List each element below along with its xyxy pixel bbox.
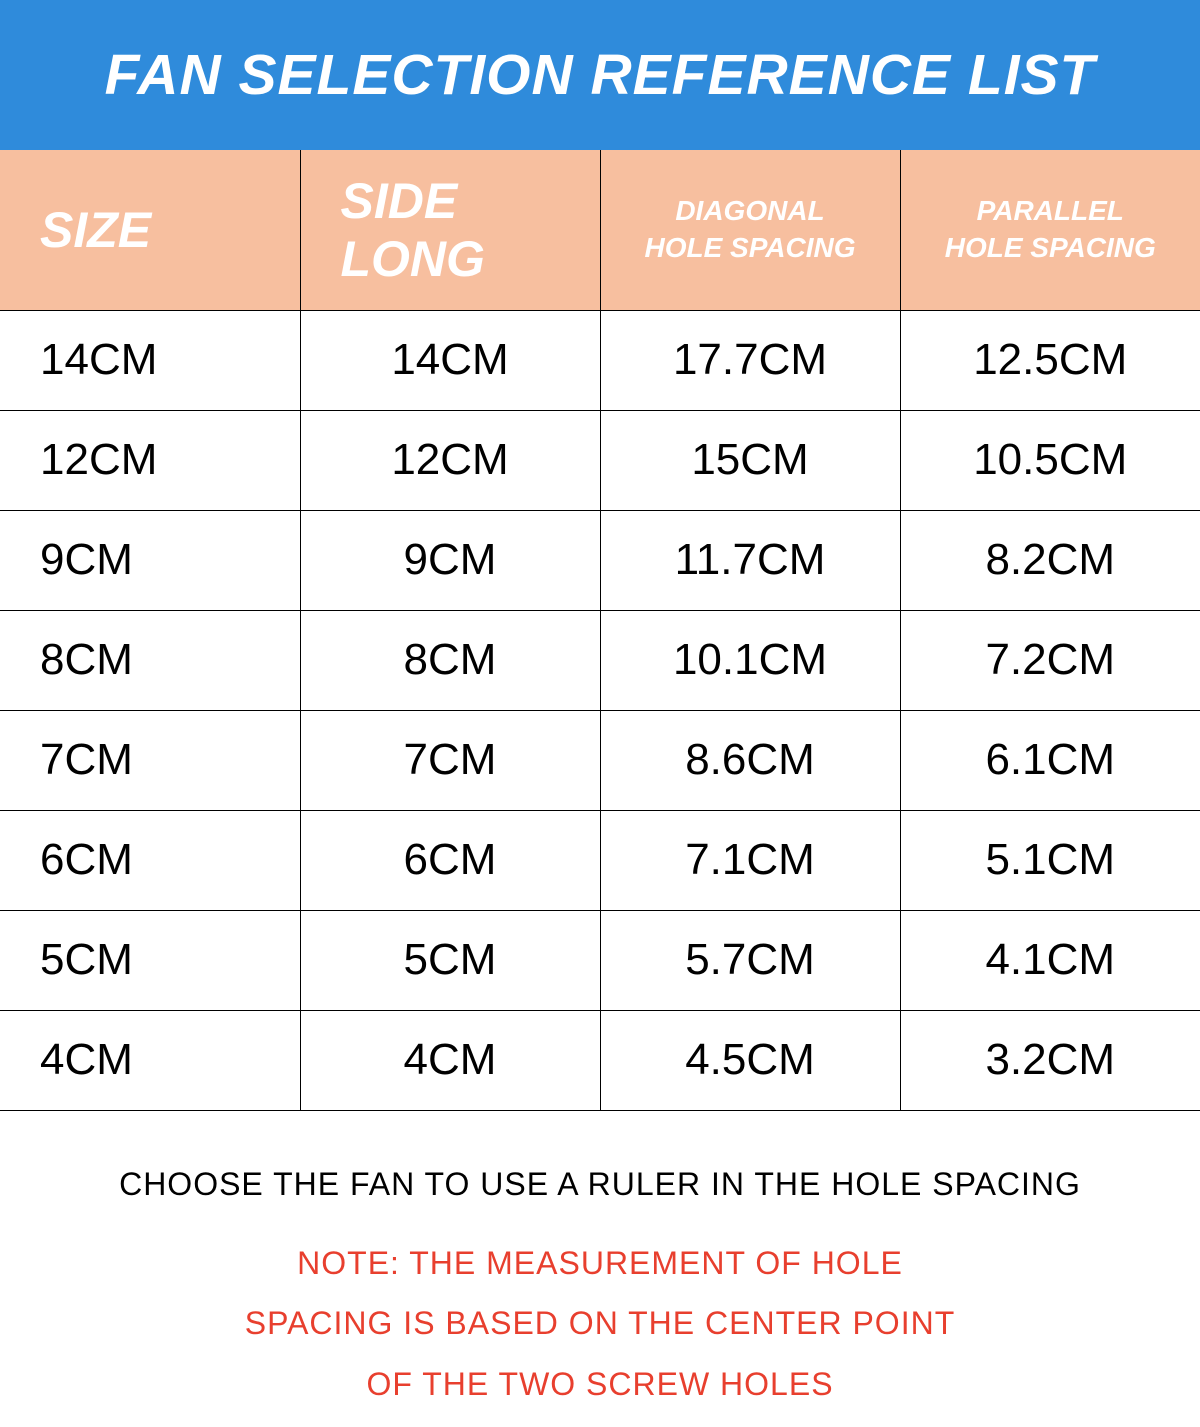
- table-cell: 6.1CM: [900, 710, 1200, 810]
- table-cell: 4CM: [0, 1010, 300, 1110]
- table-cell: 7CM: [300, 710, 600, 810]
- reference-table: SIZESIDE LONGDIAGONALHOLE SPACINGPARALLE…: [0, 150, 1200, 1111]
- title-bar: FAN SELECTION REFERENCE LIST: [0, 0, 1200, 150]
- table-cell: 14CM: [0, 310, 300, 410]
- table-body: 14CM14CM17.7CM12.5CM12CM12CM15CM10.5CM9C…: [0, 310, 1200, 1110]
- table-cell: 5CM: [300, 910, 600, 1010]
- table-cell: 8.2CM: [900, 510, 1200, 610]
- column-header: SIZE: [0, 150, 300, 310]
- footer-note: NOTE: THE MEASUREMENT OF HOLE SPACING IS…: [0, 1233, 1200, 1415]
- table-cell: 14CM: [300, 310, 600, 410]
- table-cell: 10.5CM: [900, 410, 1200, 510]
- table-cell: 4.5CM: [600, 1010, 900, 1110]
- table-cell: 12CM: [300, 410, 600, 510]
- table-cell: 7.2CM: [900, 610, 1200, 710]
- table-cell: 12.5CM: [900, 310, 1200, 410]
- table-header: SIZESIDE LONGDIAGONALHOLE SPACINGPARALLE…: [0, 150, 1200, 310]
- table-row: 9CM9CM11.7CM8.2CM: [0, 510, 1200, 610]
- table-cell: 15CM: [600, 410, 900, 510]
- table-cell: 9CM: [300, 510, 600, 610]
- table-cell: 5CM: [0, 910, 300, 1010]
- table-cell: 6CM: [0, 810, 300, 910]
- footer-note-line: NOTE: THE MEASUREMENT OF HOLE: [0, 1233, 1200, 1294]
- table-cell: 10.1CM: [600, 610, 900, 710]
- table-cell: 8CM: [0, 610, 300, 710]
- table-row: 6CM6CM7.1CM5.1CM: [0, 810, 1200, 910]
- page: FAN SELECTION REFERENCE LIST SIZESIDE LO…: [0, 0, 1200, 1427]
- footer: CHOOSE THE FAN TO USE A RULER IN THE HOL…: [0, 1111, 1200, 1415]
- table-cell: 8.6CM: [600, 710, 900, 810]
- table-row: 5CM5CM5.7CM4.1CM: [0, 910, 1200, 1010]
- footer-note-line: OF THE TWO SCREW HOLES: [0, 1354, 1200, 1415]
- table-cell: 8CM: [300, 610, 600, 710]
- table-cell: 3.2CM: [900, 1010, 1200, 1110]
- footer-instruction: CHOOSE THE FAN TO USE A RULER IN THE HOL…: [0, 1166, 1200, 1203]
- table-cell: 11.7CM: [600, 510, 900, 610]
- table-row: 8CM8CM10.1CM7.2CM: [0, 610, 1200, 710]
- table-cell: 5.7CM: [600, 910, 900, 1010]
- table-row: 14CM14CM17.7CM12.5CM: [0, 310, 1200, 410]
- table-row: 12CM12CM15CM10.5CM: [0, 410, 1200, 510]
- table-cell: 4CM: [300, 1010, 600, 1110]
- column-header: SIDE LONG: [300, 150, 600, 310]
- table-row: 4CM4CM4.5CM3.2CM: [0, 1010, 1200, 1110]
- column-header: PARALLELHOLE SPACING: [900, 150, 1200, 310]
- table-cell: 7CM: [0, 710, 300, 810]
- table-cell: 9CM: [0, 510, 300, 610]
- column-header: DIAGONALHOLE SPACING: [600, 150, 900, 310]
- table-cell: 5.1CM: [900, 810, 1200, 910]
- page-title: FAN SELECTION REFERENCE LIST: [105, 42, 1096, 108]
- table-cell: 17.7CM: [600, 310, 900, 410]
- table-row: 7CM7CM8.6CM6.1CM: [0, 710, 1200, 810]
- footer-note-line: SPACING IS BASED ON THE CENTER POINT: [0, 1293, 1200, 1354]
- table-cell: 12CM: [0, 410, 300, 510]
- table-cell: 6CM: [300, 810, 600, 910]
- table-cell: 7.1CM: [600, 810, 900, 910]
- table-cell: 4.1CM: [900, 910, 1200, 1010]
